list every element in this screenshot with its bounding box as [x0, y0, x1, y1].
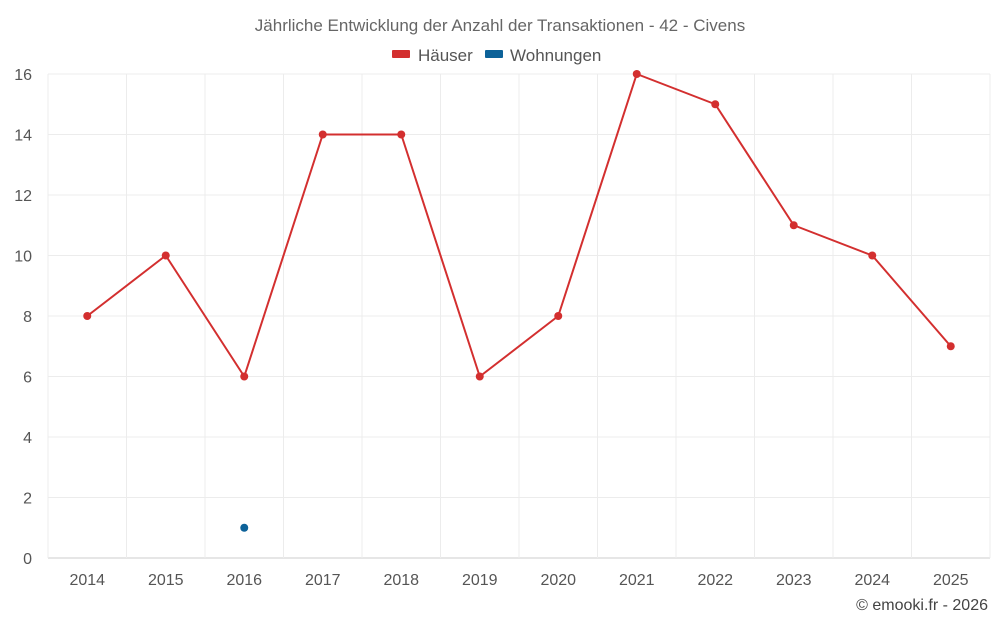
data-point-haeuser-2014[interactable] — [83, 312, 92, 320]
data-point-haeuser-2018[interactable] — [397, 130, 406, 139]
legend-swatch-wohnungen — [485, 50, 503, 58]
y-tick-label: 16 — [14, 67, 32, 84]
legend-label-haeuser: Häuser — [418, 46, 473, 65]
data-point-haeuser-2019[interactable] — [475, 372, 484, 381]
x-tick-label: 2025 — [933, 572, 969, 589]
legend: Häuser Wohnungen — [392, 46, 601, 65]
x-tick-label: 2016 — [226, 572, 262, 589]
x-tick-label: 2023 — [776, 572, 812, 589]
x-tick-label: 2024 — [854, 572, 890, 589]
plot-area — [83, 70, 955, 532]
data-point-haeuser-2023[interactable] — [789, 221, 798, 230]
legend-item-wohnungen[interactable]: Wohnungen — [485, 46, 601, 65]
data-point-haeuser-2020[interactable] — [554, 312, 563, 320]
x-tick-label: 2022 — [697, 572, 733, 589]
data-point-haeuser-2015[interactable] — [161, 251, 170, 260]
y-tick-label: 14 — [14, 128, 32, 145]
data-point-wohnungen-2016[interactable] — [240, 523, 249, 532]
x-tick-label: 2021 — [619, 572, 655, 589]
x-tick-label: 2017 — [305, 572, 341, 589]
x-tick-label: 2014 — [69, 572, 105, 589]
y-tick-label: 4 — [23, 430, 32, 447]
data-point-haeuser-2016[interactable] — [240, 372, 249, 381]
y-tick-label: 2 — [23, 491, 32, 508]
legend-item-haeuser[interactable]: Häuser — [392, 46, 473, 65]
series-line-haeuser — [86, 73, 952, 378]
legend-label-wohnungen: Wohnungen — [510, 46, 601, 65]
x-axis: 2014 2015 2016 2017 2018 2019 2020 2021 2022 2023… — [69, 572, 968, 589]
data-point-haeuser-2024[interactable] — [868, 251, 877, 260]
y-tick-label: 6 — [23, 370, 32, 387]
grid — [47, 73, 991, 559]
data-point-haeuser-2025[interactable] — [946, 342, 955, 351]
chart-title: Jährliche Entwicklung der Anzahl der Tra… — [255, 16, 745, 35]
x-tick-label: 2018 — [383, 572, 419, 589]
y-tick-label: 10 — [14, 249, 32, 266]
data-point-haeuser-2021[interactable] — [632, 70, 641, 78]
y-tick-label: 8 — [23, 309, 32, 326]
credit: © emooki.fr - 2026 — [856, 597, 988, 614]
legend-swatch-haeuser — [392, 50, 410, 58]
x-tick-label: 2019 — [462, 572, 498, 589]
y-tick-label: 0 — [23, 551, 32, 568]
x-tick-label: 2015 — [148, 572, 184, 589]
x-tick-label: 2020 — [540, 572, 576, 589]
data-point-haeuser-2022[interactable] — [711, 100, 720, 109]
y-tick-label: 12 — [14, 188, 32, 205]
data-point-haeuser-2017[interactable] — [318, 130, 327, 139]
y-axis: 0 2 4 6 8 10 12 14 16 — [14, 67, 32, 568]
